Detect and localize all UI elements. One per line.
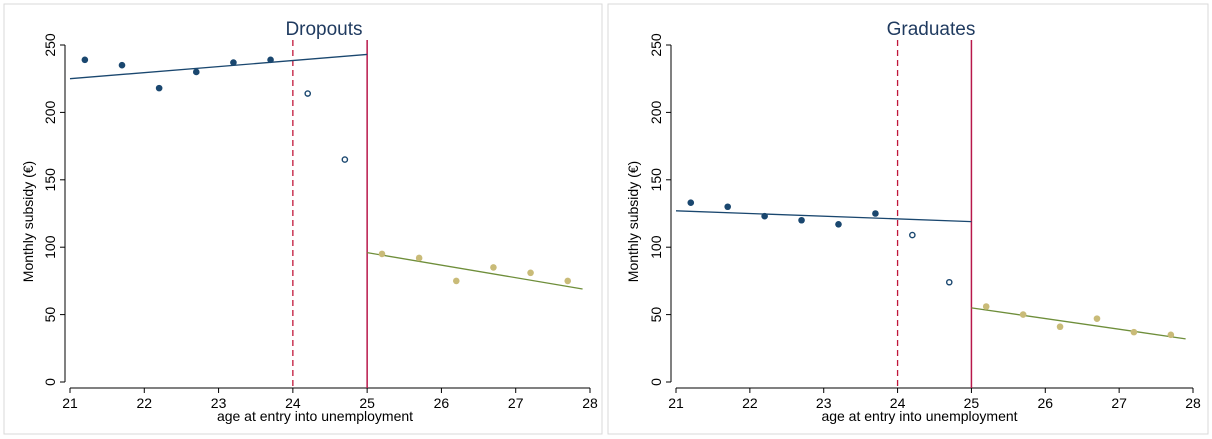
x-tick-label: 21	[62, 395, 78, 411]
data-point	[909, 231, 916, 239]
data-point	[1130, 328, 1138, 336]
x-tick-label: 27	[1111, 395, 1127, 411]
data-point	[872, 210, 879, 217]
chart-panel-2: 0 50 100 150 200 250 21 22 23 24 25 26 27 28 age at en…	[607, 3, 1209, 435]
data-point	[267, 56, 274, 64]
data-point	[81, 56, 89, 64]
y-tick-label: 50	[42, 307, 58, 323]
x-tick-label: 26	[434, 395, 450, 411]
y-tick-label: 0	[648, 378, 664, 386]
panel-title: Dropouts	[285, 19, 362, 40]
y-axis-title: Monthly subsidy (€)	[625, 161, 641, 282]
data-point	[1093, 315, 1101, 322]
x-tick-label: 24	[890, 395, 906, 411]
y-tick-label: 150	[648, 168, 664, 192]
data-point	[155, 84, 163, 92]
data-point	[415, 254, 423, 262]
y-tick-label: 200	[648, 101, 664, 125]
x-tick-label: 23	[211, 395, 227, 411]
data-point	[982, 303, 990, 310]
x-tick-label: 22	[136, 395, 152, 411]
data-point	[490, 264, 497, 271]
y-tick-label: 250	[648, 33, 664, 57]
data-point	[230, 59, 237, 66]
x-axis-title: age at entry into unemployment	[217, 408, 413, 424]
x-tick-label: 28	[1185, 395, 1201, 411]
y-tick-label: 50	[648, 307, 664, 323]
x-tick-label: 23	[816, 395, 832, 411]
y-tick-label: 100	[42, 235, 58, 259]
x-tick-label: 25	[964, 395, 980, 411]
y-tick-label: 100	[648, 235, 664, 259]
chart-panel-1: 0 50 100 150 200 250 21 22 23 24 25 26 27 28 age at en…	[3, 3, 603, 435]
data-point	[835, 220, 842, 228]
panel-frame	[3, 3, 603, 435]
y-tick-label: 250	[42, 33, 58, 57]
data-point	[761, 212, 768, 220]
data-point	[945, 278, 953, 286]
y-tick-label: 150	[42, 168, 58, 192]
data-point	[1019, 311, 1027, 318]
x-tick-label: 28	[582, 395, 598, 411]
x-tick-label: 26	[1037, 395, 1053, 411]
fit-line	[69, 53, 368, 80]
data-point	[527, 269, 534, 277]
data-point	[564, 277, 572, 285]
data-point	[341, 156, 349, 163]
fit-line	[971, 307, 1186, 340]
data-point	[798, 216, 805, 224]
panel-title: Graduates	[887, 19, 976, 40]
fit-line	[367, 251, 583, 290]
fit-line	[675, 210, 972, 223]
y-axis-title: Monthly subsidy (€)	[20, 161, 36, 282]
data-point	[724, 203, 731, 211]
data-point	[687, 199, 695, 207]
data-point	[118, 61, 126, 69]
y-tick-label: 0	[42, 378, 58, 386]
x-tick-label: 22	[742, 395, 758, 411]
data-point	[304, 90, 312, 97]
x-tick-label: 27	[508, 395, 524, 411]
data-point	[1056, 323, 1064, 331]
x-tick-label: 21	[668, 395, 684, 411]
data-point	[192, 68, 200, 76]
x-tick-label: 24	[285, 395, 301, 411]
x-tick-label: 25	[359, 395, 375, 411]
x-axis-title: age at entry into unemployment	[821, 408, 1017, 424]
y-tick-label: 200	[42, 101, 58, 125]
data-point	[1167, 331, 1175, 339]
data-point	[452, 277, 460, 285]
data-point	[378, 250, 386, 258]
